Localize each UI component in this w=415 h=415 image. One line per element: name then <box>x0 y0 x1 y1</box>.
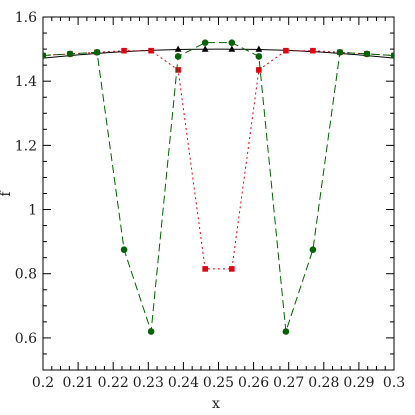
data-point-square <box>175 67 181 73</box>
series-line <box>43 48 394 59</box>
y-tick-label: 1 <box>28 203 37 219</box>
x-axis-label: x <box>212 396 220 412</box>
x-tick-label: 0.25 <box>203 375 234 391</box>
data-point-triangle <box>174 45 182 52</box>
x-tick-label: 0.21 <box>63 375 94 391</box>
data-point-square <box>202 266 208 272</box>
data-point-circle <box>43 52 47 59</box>
x-tick-label: 0.22 <box>98 375 129 391</box>
x-tick-label: 0.27 <box>273 375 304 391</box>
data-point-circle <box>309 246 317 253</box>
series-line <box>43 50 394 270</box>
x-tick-label: 0.24 <box>168 375 199 391</box>
x-tick-label: 0.28 <box>308 375 339 391</box>
data-point-square <box>256 67 262 73</box>
data-point-square <box>148 47 154 54</box>
x-axis-ticks <box>42 17 395 370</box>
x-tick-label: 0.23 <box>133 375 164 391</box>
data-point-square <box>121 47 127 54</box>
x-tick-label: 0.3 <box>383 375 405 391</box>
data-point-circle <box>363 50 371 58</box>
data-point-square <box>283 47 289 54</box>
data-point-triangle <box>255 45 263 52</box>
data-point-square <box>310 47 316 54</box>
data-point-circle <box>336 49 344 56</box>
y-tick-label: 1.2 <box>15 138 37 154</box>
y-axis-ticks <box>43 16 394 371</box>
data-point-triangle <box>228 45 236 52</box>
y-axis-label: f <box>0 190 14 197</box>
series-1 <box>43 48 394 59</box>
series-layer <box>43 39 394 335</box>
data-point-circle <box>174 53 182 60</box>
x-axis-tick-labels: 0.2 0.21 0.22 0.23 0.24 0.25 0.26 0.27 0.28 0.29 0… <box>32 375 405 391</box>
data-point-circle <box>201 39 209 46</box>
data-point-circle <box>93 49 101 56</box>
data-point-square <box>229 266 235 272</box>
data-point-circle <box>228 39 236 46</box>
x-tick-label: 0.29 <box>343 375 374 391</box>
series-line <box>43 42 394 332</box>
data-point-circle <box>120 246 128 253</box>
y-tick-label: 0.8 <box>15 267 37 283</box>
data-point-triangle <box>201 45 209 52</box>
y-tick-label: 1.6 <box>15 10 37 26</box>
data-point-circle <box>66 50 74 58</box>
data-point-circle <box>282 328 290 335</box>
x-tick-label: 0.2 <box>32 375 54 391</box>
series-2 <box>174 45 263 52</box>
data-point-circle <box>255 53 263 60</box>
plot-frame <box>42 16 395 371</box>
series-3 <box>43 47 394 272</box>
y-tick-label: 1.4 <box>15 74 37 90</box>
data-point-circle <box>147 328 155 335</box>
series-4 <box>43 39 394 335</box>
y-axis-tick-labels: 0.6 0.8 1 1.2 1.4 1.6 <box>15 10 37 347</box>
data-point-circle <box>390 52 394 59</box>
y-tick-label: 0.6 <box>15 331 37 347</box>
x-tick-label: 0.26 <box>238 375 269 391</box>
